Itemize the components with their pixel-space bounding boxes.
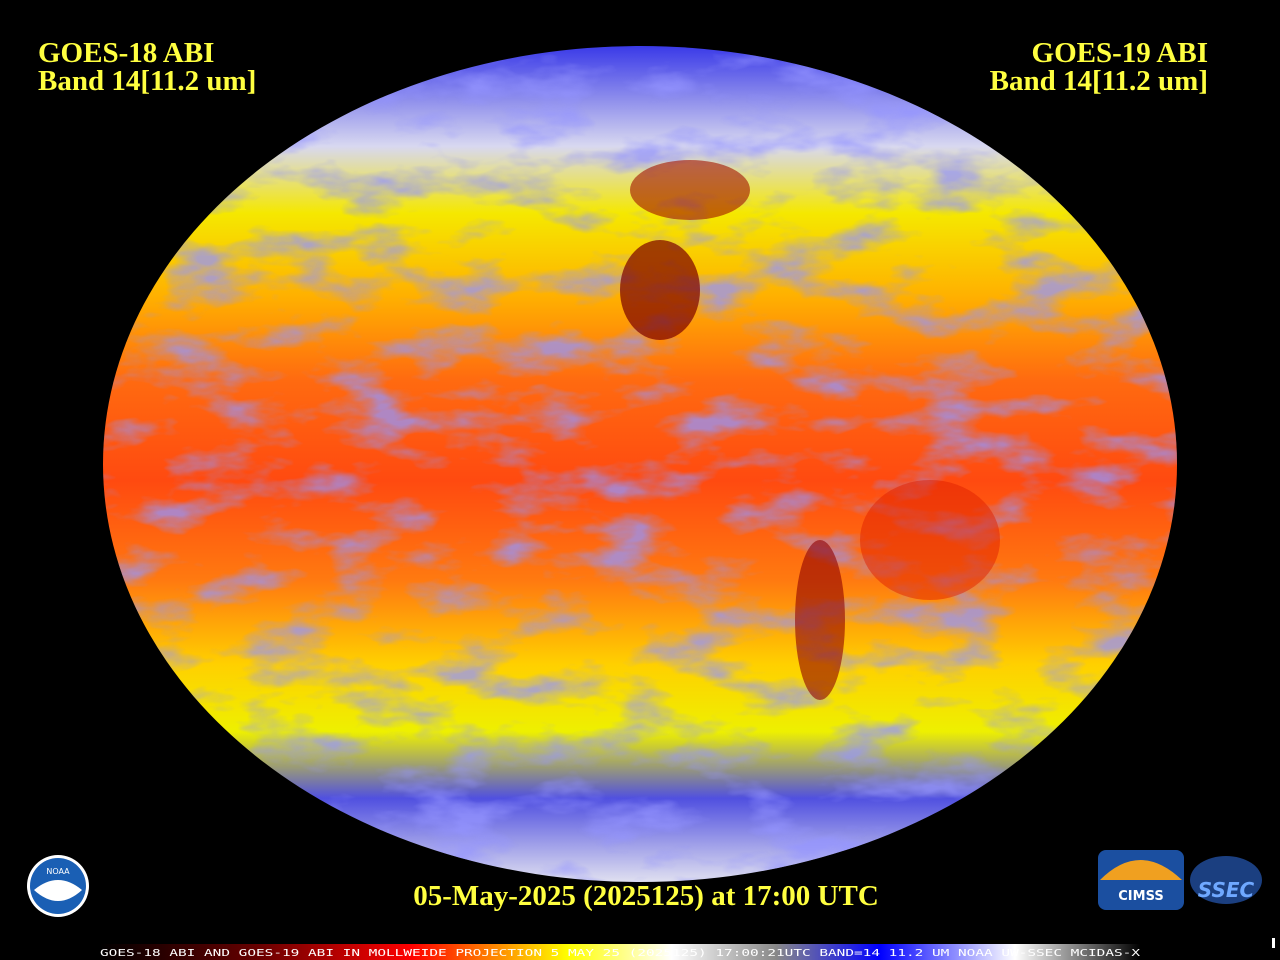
timestamp: 05-May-2025 (2025125) at 17:00 UTC <box>413 880 879 912</box>
cimss-sun <box>1100 860 1182 880</box>
hot-land <box>620 240 700 340</box>
color-bar <box>100 944 1140 960</box>
corner-mark <box>1272 938 1275 948</box>
hot-land <box>795 540 845 700</box>
noaa-bird <box>34 880 82 901</box>
right-satellite: GOES-19 ABI <box>1032 37 1208 69</box>
noaa-logo: NOAA <box>27 855 89 917</box>
hot-land <box>630 160 750 220</box>
left-band: Band 14[11.2 um] <box>38 65 256 97</box>
ssec-globe <box>1190 856 1262 904</box>
cimss-logo: CIMSS <box>1098 850 1184 910</box>
cimss-text: CIMSS <box>1118 889 1163 904</box>
clouds <box>103 46 1177 882</box>
footer-caption: GOES-18 ABI AND GOES-19 ABI IN MOLLWEIDE… <box>100 948 1140 959</box>
right-band: Band 14[11.2 um] <box>990 65 1208 97</box>
ssec-text: SSEC <box>1198 878 1255 902</box>
noaa-text: NOAA <box>46 867 70 876</box>
ssec-logo: SSEC <box>1190 856 1262 904</box>
left-satellite: GOES-18 ABI <box>38 37 214 69</box>
hot-land <box>860 480 1000 600</box>
cloud-layer <box>103 46 1177 882</box>
